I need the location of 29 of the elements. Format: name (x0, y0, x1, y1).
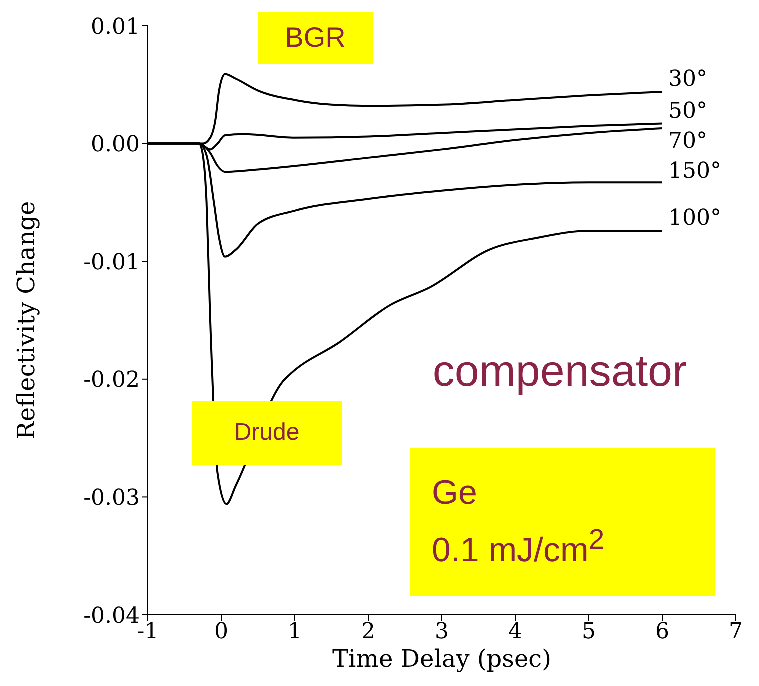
x-tick-label: 1 (288, 620, 302, 645)
x-tick-label: 4 (508, 620, 522, 645)
x-tick-label: 3 (435, 620, 449, 645)
y-tick-label: -0.02 (84, 368, 140, 394)
series-label: 30° (668, 66, 708, 92)
x-tick-label: -1 (137, 620, 159, 645)
y-tick-label: 0.01 (91, 14, 140, 40)
y-axis-title: Reflectivity Change (12, 201, 41, 440)
annotation: Ge 0.1 mJ/cm$^{2}$ (432, 472, 605, 572)
series-label: 100° (668, 206, 722, 231)
series-label: 50° (668, 98, 708, 124)
x-axis-title: Time Delay (psec) (332, 645, 552, 673)
x-tick-label: 5 (582, 620, 596, 645)
x-tick-label: 2 (362, 620, 376, 645)
annotation: BGR (285, 21, 346, 55)
annotation: Drude (234, 418, 300, 448)
x-tick-label: 0 (214, 620, 228, 645)
text-box: Drude (192, 401, 342, 465)
x-tick-label: 6 (656, 620, 670, 645)
y-tick-label: -0.01 (84, 250, 140, 276)
y-tick-label: -0.03 (84, 486, 140, 512)
y-tick-label: 0.00 (91, 132, 140, 158)
text-box: BGR (258, 12, 373, 64)
x-tick-label: 7 (729, 620, 743, 645)
text-box: Ge 0.1 mJ/cm$^{2}$ (410, 448, 715, 596)
series-label: 150° (668, 158, 722, 184)
series-label: 70° (668, 128, 708, 154)
y-tick-label: -0.04 (84, 604, 140, 629)
text-note: compensator (432, 346, 688, 398)
